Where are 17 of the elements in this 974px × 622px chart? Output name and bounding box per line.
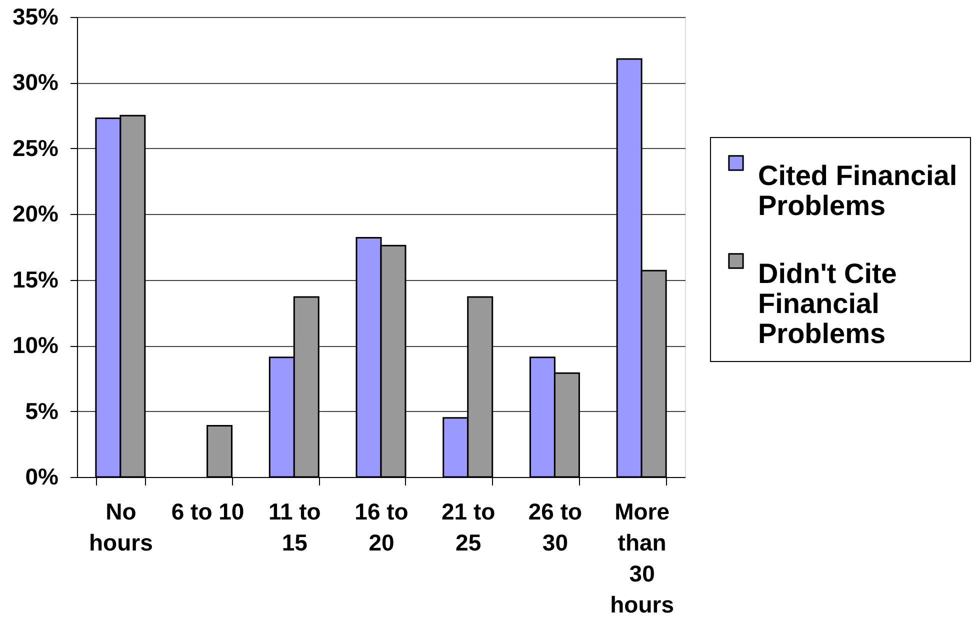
- y-tick-label: 35%: [12, 4, 58, 30]
- y-tick-label: 30%: [12, 69, 58, 96]
- y-tick-label: 25%: [12, 134, 58, 161]
- x-tick-label: 11 to 15: [268, 498, 321, 556]
- y-tick-label: 5%: [25, 398, 58, 424]
- x-tick-label: 6 to 10: [171, 498, 244, 524]
- y-tick-label: 0%: [25, 464, 58, 490]
- x-tick-label: 21 to 25: [442, 498, 496, 556]
- y-tick-label: 10%: [12, 332, 58, 358]
- x-tick-label: 26 to 30: [528, 498, 582, 556]
- y-tick-label: 15%: [12, 266, 58, 292]
- legend-label: Didn't Cite Financial Problems: [758, 258, 897, 349]
- x-tick-label: 16 to 20: [354, 498, 408, 556]
- x-tick-label: More than 30 hours: [610, 498, 674, 618]
- legend-label: Cited Financial Problems: [758, 160, 958, 221]
- x-tick-label: No hours: [88, 498, 153, 556]
- y-tick-label: 20%: [12, 200, 58, 227]
